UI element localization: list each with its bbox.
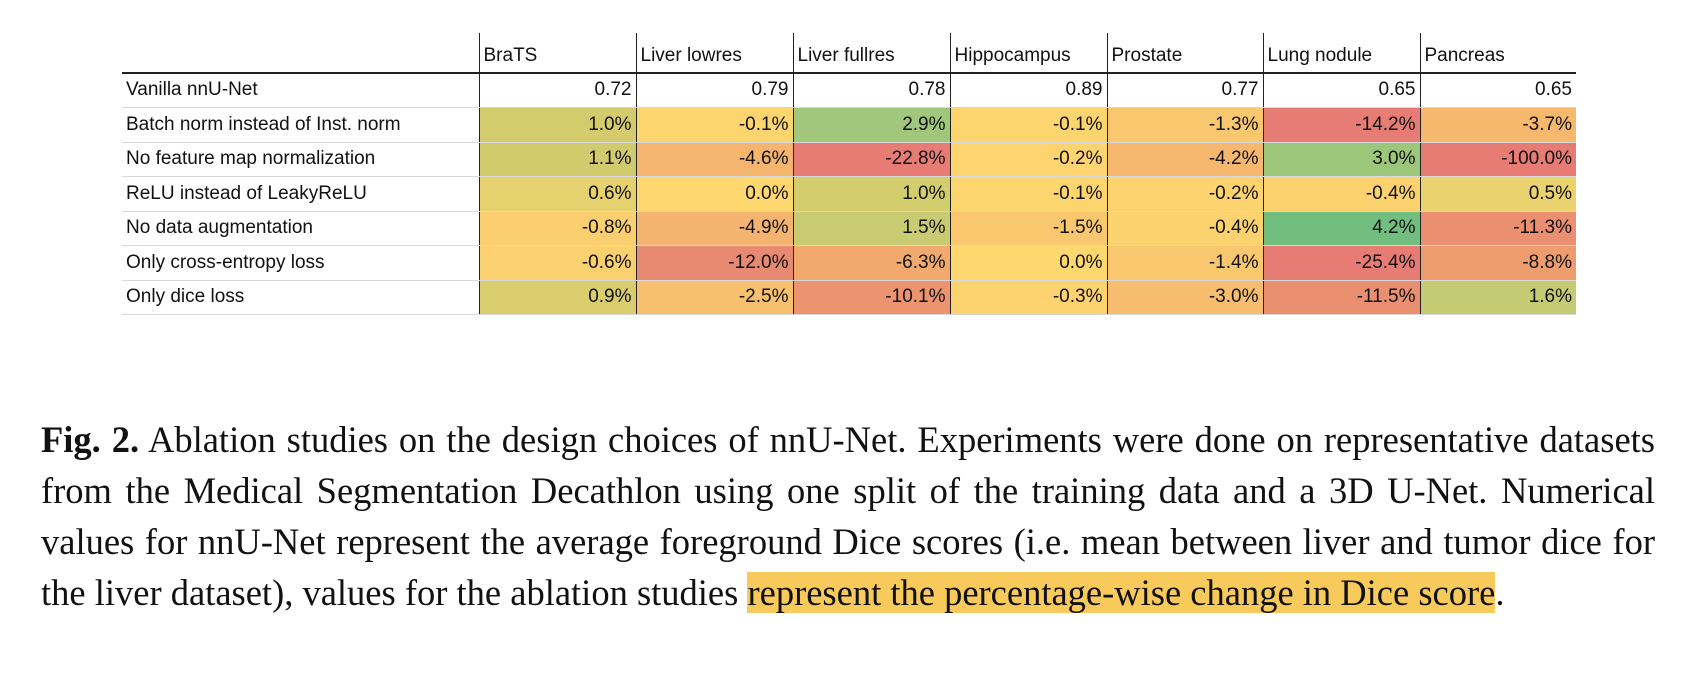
value-cell: -0.1% bbox=[949, 176, 1107, 212]
value-cell: -12.0% bbox=[635, 245, 793, 281]
value-cell: -22.8% bbox=[792, 142, 950, 177]
row-label: Batch norm instead of Inst. norm bbox=[122, 107, 479, 143]
value-cell: 1.6% bbox=[1419, 280, 1576, 315]
ablation-table: BraTS Liver lowres Liver fullres Hippocampu… bbox=[122, 33, 1576, 315]
value-cell: -0.1% bbox=[949, 107, 1107, 143]
value-cell: -2.5% bbox=[635, 280, 793, 315]
caption-highlight: represent the percentage-wise change in … bbox=[747, 572, 1496, 613]
value-cell: -4.6% bbox=[635, 142, 793, 177]
value-cell: 1.0% bbox=[478, 107, 636, 143]
value-cell: -3.0% bbox=[1106, 280, 1263, 315]
value-cell: 1.1% bbox=[478, 142, 636, 177]
value-cell: -100.0% bbox=[1419, 142, 1576, 177]
value-cell: -6.3% bbox=[792, 245, 950, 281]
column-header: Lung nodule bbox=[1262, 33, 1420, 74]
row-label: Only dice loss bbox=[122, 280, 479, 315]
table-row: No feature map normalization 1.1% -4.6% -22… bbox=[122, 142, 1576, 177]
value-cell: -10.1% bbox=[792, 280, 950, 315]
value-cell: -4.2% bbox=[1106, 142, 1263, 177]
column-header: Pancreas bbox=[1419, 33, 1576, 74]
value-cell: 0.65 bbox=[1262, 72, 1420, 108]
value-cell: 0.0% bbox=[635, 176, 793, 212]
value-cell: 0.9% bbox=[478, 280, 636, 315]
value-cell: -25.4% bbox=[1262, 245, 1420, 281]
value-cell: -11.3% bbox=[1419, 211, 1576, 246]
column-header: Hippocampus bbox=[949, 33, 1107, 74]
value-cell: -1.3% bbox=[1106, 107, 1263, 143]
value-cell: -0.4% bbox=[1106, 211, 1263, 246]
value-cell: -8.8% bbox=[1419, 245, 1576, 281]
value-cell: 0.6% bbox=[478, 176, 636, 212]
row-label: Only cross-entropy loss bbox=[122, 245, 479, 281]
value-cell: 0.79 bbox=[635, 72, 793, 108]
value-cell: -0.6% bbox=[478, 245, 636, 281]
header-row: BraTS Liver lowres Liver fullres Hippocampu… bbox=[122, 33, 1576, 74]
figure-caption: Fig. 2. Ablation studies on the design c… bbox=[41, 414, 1655, 618]
value-cell: -14.2% bbox=[1262, 107, 1420, 143]
table-row: Vanilla nnU-Net 0.72 0.79 0.78 0.89 0.77 0.65 0… bbox=[122, 72, 1576, 108]
value-cell: -4.9% bbox=[635, 211, 793, 246]
row-label: ReLU instead of LeakyReLU bbox=[122, 176, 479, 212]
value-cell: -3.7% bbox=[1419, 107, 1576, 143]
value-cell: 0.77 bbox=[1106, 72, 1263, 108]
value-cell: 1.5% bbox=[792, 211, 950, 246]
value-cell: -0.8% bbox=[478, 211, 636, 246]
row-label: No feature map normalization bbox=[122, 142, 479, 177]
row-label: Vanilla nnU-Net bbox=[122, 72, 479, 108]
value-cell: 0.0% bbox=[949, 245, 1107, 281]
caption-end: . bbox=[1495, 572, 1505, 613]
corner-cell bbox=[122, 33, 479, 74]
value-cell: 4.2% bbox=[1262, 211, 1420, 246]
table-body: Vanilla nnU-Net 0.72 0.79 0.78 0.89 0.77 0.65 0… bbox=[122, 72, 1576, 315]
value-cell: 0.5% bbox=[1419, 176, 1576, 212]
table-row: Only dice loss 0.9% -2.5% -10.1% -0.3% -3.0% -… bbox=[122, 280, 1576, 315]
table-row: Batch norm instead of Inst. norm 1.0% -0.1… bbox=[122, 107, 1576, 143]
table-row: Only cross-entropy loss -0.6% -12.0% -6.3% 0… bbox=[122, 245, 1576, 281]
value-cell: -0.2% bbox=[1106, 176, 1263, 212]
column-header: BraTS bbox=[478, 33, 636, 74]
table-row: ReLU instead of LeakyReLU 0.6% 0.0% 1.0% -0.… bbox=[122, 176, 1576, 212]
value-cell: 0.72 bbox=[478, 72, 636, 108]
value-cell: 0.89 bbox=[949, 72, 1107, 108]
value-cell: -1.5% bbox=[949, 211, 1107, 246]
value-cell: 3.0% bbox=[1262, 142, 1420, 177]
column-header: Liver lowres bbox=[635, 33, 793, 74]
column-header: Prostate bbox=[1106, 33, 1263, 74]
value-cell: -0.2% bbox=[949, 142, 1107, 177]
column-header: Liver fullres bbox=[792, 33, 950, 74]
value-cell: -11.5% bbox=[1262, 280, 1420, 315]
caption-label: Fig. 2. bbox=[41, 419, 140, 460]
value-cell: -1.4% bbox=[1106, 245, 1263, 281]
row-label: No data augmentation bbox=[122, 211, 479, 246]
value-cell: 0.65 bbox=[1419, 72, 1576, 108]
value-cell: 2.9% bbox=[792, 107, 950, 143]
value-cell: 0.78 bbox=[792, 72, 950, 108]
caption-text: Ablation studies on the design choices o… bbox=[41, 419, 1655, 613]
value-cell: 1.0% bbox=[792, 176, 950, 212]
value-cell: -0.1% bbox=[635, 107, 793, 143]
value-cell: -0.4% bbox=[1262, 176, 1420, 212]
table-row: No data augmentation -0.8% -4.9% 1.5% -1.5% -… bbox=[122, 211, 1576, 246]
value-cell: -0.3% bbox=[949, 280, 1107, 315]
